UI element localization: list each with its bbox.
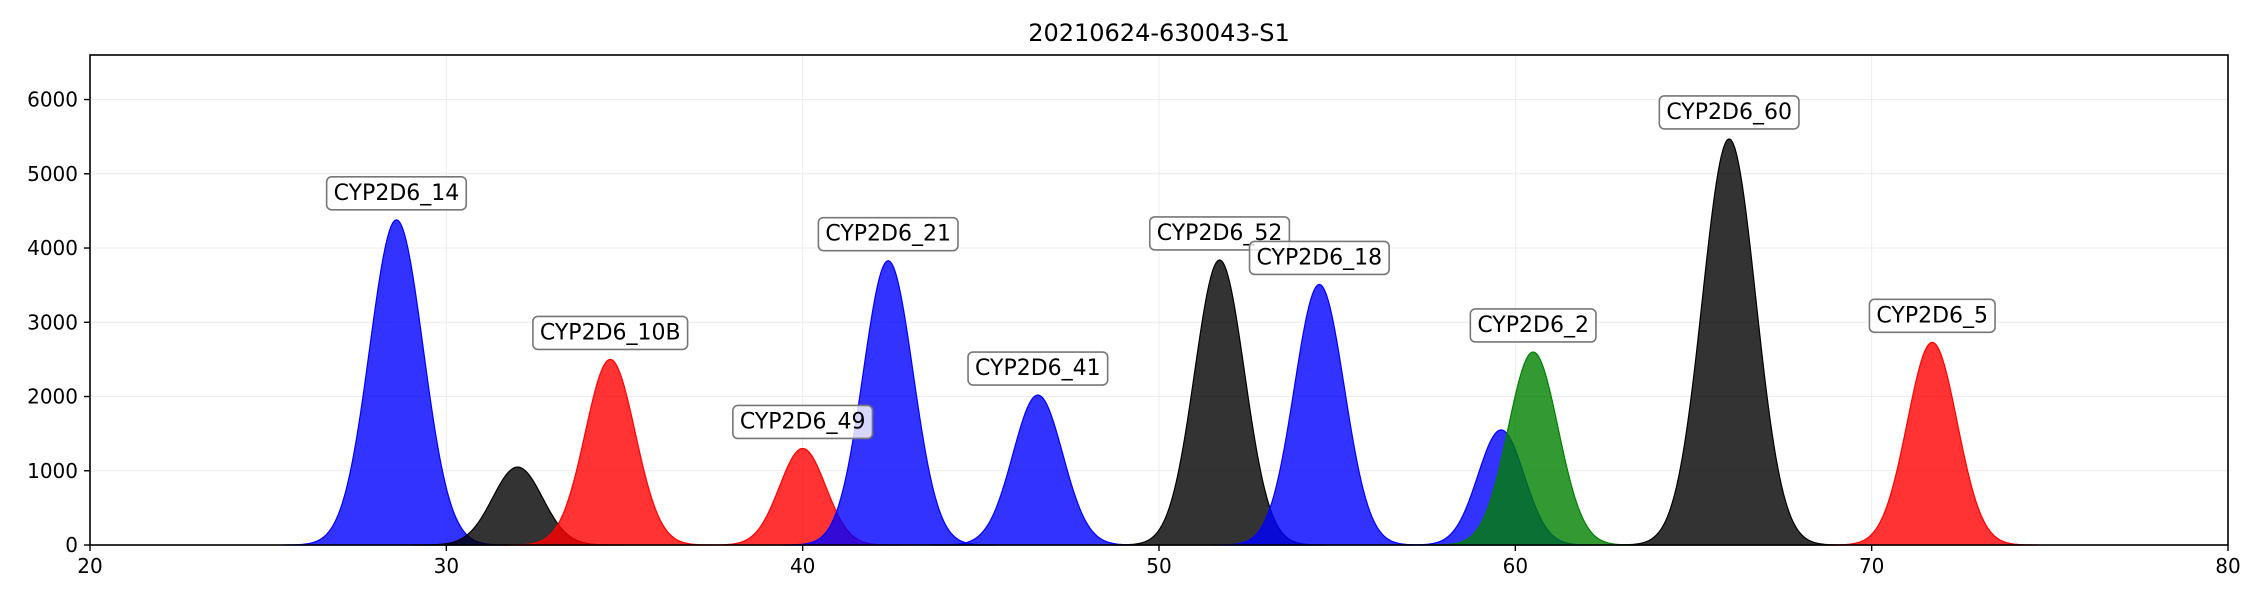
x-tick-label: 30 xyxy=(434,554,459,578)
peak-label-box xyxy=(817,216,959,252)
peak-label: CYP2D6_18 xyxy=(1248,240,1390,276)
peak-label: CYP2D6_5 xyxy=(1868,298,1996,334)
peak-label-text: CYP2D6_14 xyxy=(334,181,460,206)
peak-label: CYP2D6_21 xyxy=(817,216,959,252)
chart-title: 20210624-630043-S1 xyxy=(1028,19,1290,47)
x-tick-label: 50 xyxy=(1146,554,1171,578)
x-tick-label: 80 xyxy=(2215,554,2240,578)
peak-area-blue xyxy=(1213,283,1425,546)
y-tick-label: 4000 xyxy=(27,236,78,260)
peak-label-box xyxy=(732,404,874,440)
peak-label-box xyxy=(1248,240,1390,276)
peak-label-box xyxy=(967,351,1109,386)
peak-area-blue xyxy=(283,219,510,546)
peak-label: CYP2D6_49 xyxy=(732,404,874,440)
y-tick-label: 2000 xyxy=(27,385,78,409)
area-layer xyxy=(283,138,2038,546)
peak-label-box xyxy=(325,176,468,211)
peak-label-text: CYP2D6_21 xyxy=(825,222,951,247)
peak-label-text: CYP2D6_5 xyxy=(1876,303,1988,328)
peak-label-text: CYP2D6_18 xyxy=(1257,245,1383,270)
peak-label: CYP2D6_10B xyxy=(532,315,689,351)
peak-label: CYP2D6_41 xyxy=(967,351,1109,386)
peak-label-box xyxy=(532,315,689,351)
y-tick-label: 0 xyxy=(65,533,78,557)
peak-area-red xyxy=(1826,341,2038,546)
label-layer: CYP2D6_14 CYP2D6_10B CYP2D6_49 CYP2D6_21 CYP… xyxy=(325,95,1996,440)
peak-label: CYP2D6_14 xyxy=(325,176,468,211)
peak-area-black xyxy=(1616,138,1842,546)
y-tick-label: 6000 xyxy=(27,88,78,112)
peak-label-text: CYP2D6_41 xyxy=(975,356,1101,381)
y-tick-label: 5000 xyxy=(27,162,78,186)
grid-layer xyxy=(89,55,2229,546)
tick-layer: 20 30 40 50 60 70 80 0 1000 2000 3000 4000 5000 6000 xyxy=(27,88,2241,578)
peak-label-text: CYP2D6_2 xyxy=(1477,313,1589,338)
x-tick-label: 20 xyxy=(77,554,102,578)
peak-label: CYP2D6_2 xyxy=(1469,308,1597,343)
x-tick-label: 60 xyxy=(1503,554,1528,578)
peak-label-text: CYP2D6_10B xyxy=(540,320,681,345)
peak-area-red xyxy=(504,358,716,546)
peak-label: CYP2D6_60 xyxy=(1658,95,1800,130)
x-tick-label: 70 xyxy=(1859,554,1884,578)
peak-label-box xyxy=(1658,95,1800,130)
peak-area-green xyxy=(1427,351,1639,546)
peak-area-blue xyxy=(932,394,1144,546)
peak-label-text: CYP2D6_60 xyxy=(1666,100,1792,125)
y-tick-label: 3000 xyxy=(27,310,78,334)
x-tick-label: 40 xyxy=(790,554,815,578)
y-tick-label: 1000 xyxy=(27,459,78,483)
peak-label-box xyxy=(1868,298,1996,334)
peak-label-box xyxy=(1469,308,1597,343)
peak-area-blue xyxy=(782,260,994,546)
peak-label-text: CYP2D6_49 xyxy=(740,409,866,434)
